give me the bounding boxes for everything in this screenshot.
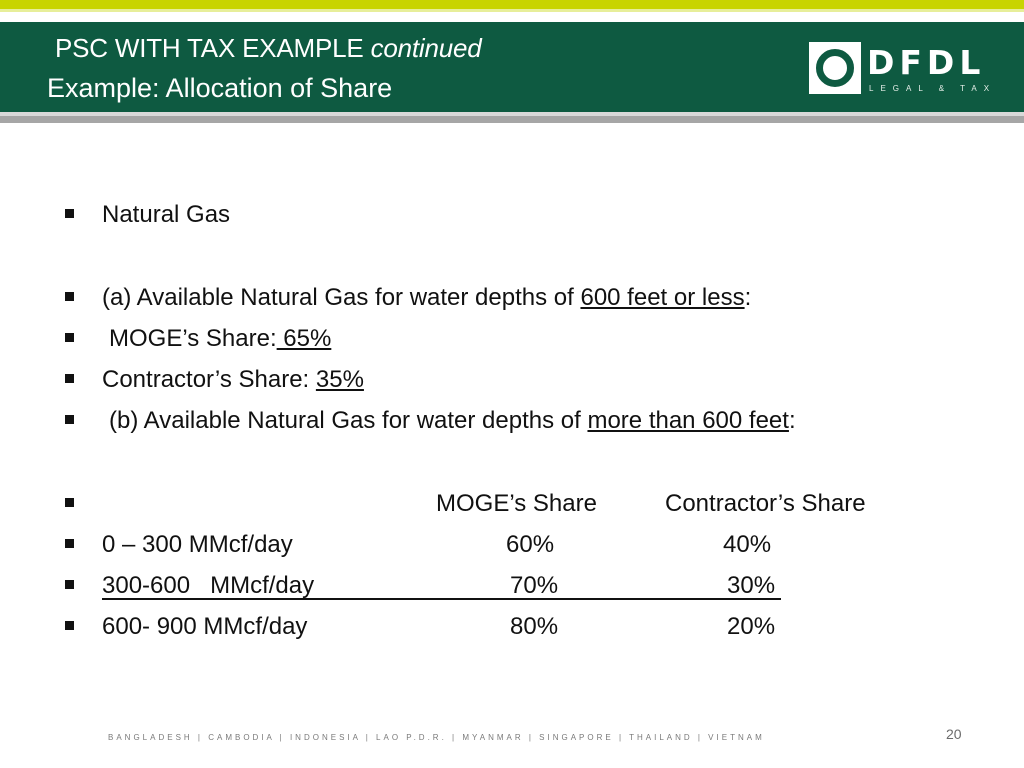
bullet-marker (65, 292, 74, 301)
bullet-text-part: MOGE’s Share: (109, 325, 277, 352)
bullet-marker (65, 333, 74, 342)
bullet-text-part: (a) Available Natural Gas for water dept… (102, 284, 581, 311)
slide-title-main: PSC WITH TAX EXAMPLE (55, 33, 364, 63)
table-row: 600- 900 MMcf/day 80% 20% (0, 612, 1024, 642)
accent-light-band (0, 9, 1024, 12)
table-row: 300-600 MMcf/day 70% 30% (0, 571, 1024, 601)
bullet-text-part: Contractor’s Share: (102, 366, 316, 393)
slide-title: PSC WITH TAX EXAMPLE continued (55, 33, 482, 64)
bullet-text: Natural Gas (102, 201, 231, 228)
bullet-marker (65, 374, 74, 383)
bullet-text-part: : (788, 407, 796, 434)
bullet-marker (65, 415, 74, 424)
bullet-marker (65, 539, 74, 548)
column-header-contractor: Contractor’s Share (665, 490, 866, 517)
bullet-text: (a) Available Natural Gas for water dept… (102, 283, 751, 313)
moge-share-cell: 70% (510, 572, 559, 599)
slide-title-italic: continued (370, 33, 482, 63)
bullet-item: Natural Gas (0, 200, 1024, 230)
range-cell: 600- 900 MMcf/day (102, 613, 308, 640)
bullet-text-part: (b) Available Natural Gas for water dept… (109, 407, 588, 434)
logo-mark (809, 42, 861, 94)
logo-wordmark: DFDL (867, 43, 986, 82)
logo-tagline: LEGAL & TAX (869, 84, 997, 93)
contractor-share-cell: 30% (727, 572, 776, 599)
bullet-text: Contractor’s Share: 35% (102, 365, 364, 395)
logo-ring-icon (816, 49, 854, 87)
header-divider-light (0, 112, 1024, 116)
bullet-item: Contractor’s Share: 35% (0, 365, 1024, 395)
bullet-marker (65, 498, 74, 507)
bullet-text-underlined: 35% (315, 366, 364, 393)
table-header-row: MOGE’s Share Contractor’s Share (0, 489, 1024, 519)
row-underline (102, 598, 781, 600)
column-header-moge: MOGE’s Share (436, 490, 597, 517)
accent-lime-band (0, 0, 1024, 9)
bullet-item: (b) Available Natural Gas for water dept… (0, 406, 1024, 436)
bullet-text: MOGE’s Share: 65% (109, 324, 331, 354)
dfdl-logo: DFDL LEGAL & TAX (809, 42, 989, 98)
bullet-text-underlined: 600 feet or less (580, 284, 745, 311)
header-divider-grey (0, 116, 1024, 123)
range-cell: 300-600 MMcf/day (102, 572, 315, 599)
slide-subtitle: Example: Allocation of Share (47, 73, 393, 103)
bullet-marker (65, 580, 74, 589)
contractor-share-cell: 20% (727, 613, 776, 640)
bullet-text-underlined: 65% (276, 325, 332, 352)
contractor-share-cell: 40% (723, 531, 772, 558)
range-cell: 0 – 300 MMcf/day (102, 531, 293, 558)
page-number: 20 (946, 726, 962, 742)
bullet-item: (a) Available Natural Gas for water dept… (0, 283, 1024, 313)
footer-country-list: BANGLADESH | CAMBODIA | INDONESIA | LAO … (108, 733, 765, 742)
top-accent-stripe (0, 0, 1024, 12)
bullet-marker (65, 621, 74, 630)
bullet-text-part: : (744, 284, 752, 311)
bullet-text: (b) Available Natural Gas for water dept… (109, 406, 796, 436)
table-row: 0 – 300 MMcf/day 60% 40% (0, 530, 1024, 560)
moge-share-cell: 60% (506, 531, 555, 558)
bullet-marker (65, 209, 74, 218)
bullet-text-underlined: more than 600 feet (587, 407, 789, 434)
moge-share-cell: 80% (510, 613, 559, 640)
bullet-item: MOGE’s Share: 65% (0, 324, 1024, 354)
